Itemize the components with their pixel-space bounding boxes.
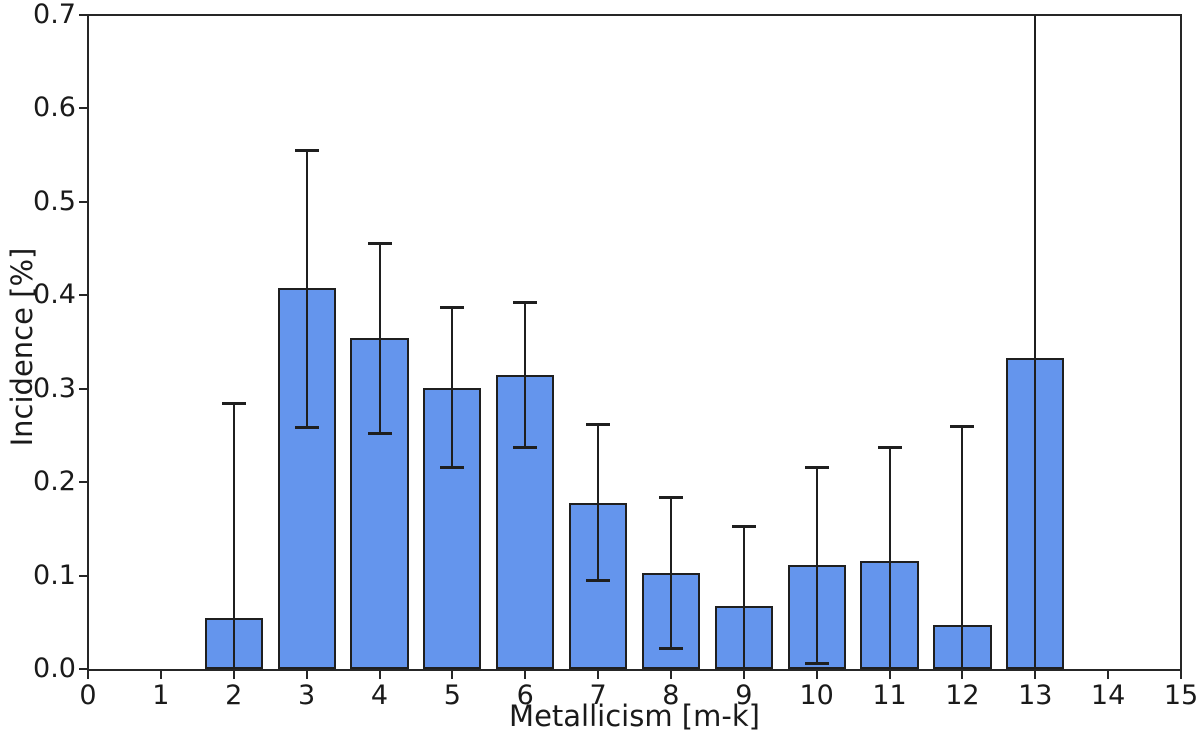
error-bar-line <box>961 426 964 669</box>
x-tick-label: 3 <box>298 680 316 711</box>
x-tick-mark <box>524 671 527 679</box>
error-bar-cap-bottom <box>513 445 538 449</box>
error-bar-line <box>378 243 381 433</box>
x-tick-label: 1 <box>152 680 170 711</box>
plot-area <box>87 14 1182 671</box>
error-bar-cap-bottom <box>658 647 683 651</box>
error-bar-line <box>742 526 745 669</box>
x-tick-mark <box>669 671 672 679</box>
y-tick-mark <box>79 294 87 297</box>
y-tick-mark <box>79 14 87 16</box>
error-bar-line <box>451 307 454 468</box>
error-bar-cap-top <box>440 306 465 310</box>
x-tick-mark <box>159 671 162 679</box>
error-bar-cap-top <box>586 423 611 427</box>
x-tick-mark <box>597 671 600 679</box>
error-bar-line <box>888 446 891 669</box>
x-tick-label: 4 <box>370 680 389 711</box>
error-bar-cap-bottom <box>440 466 465 470</box>
error-bar-line <box>669 497 672 649</box>
x-tick-label: 14 <box>1090 680 1126 711</box>
error-bar-line <box>597 424 600 581</box>
x-tick-mark <box>1034 671 1037 679</box>
error-bar-line <box>524 301 527 447</box>
y-tick-label: 0.6 <box>33 92 76 124</box>
y-axis-label: Incidence [%] <box>5 247 39 447</box>
x-tick-mark <box>232 671 235 679</box>
y-tick-label: 0.4 <box>33 279 76 311</box>
y-tick-label: 0.5 <box>33 185 76 217</box>
error-bar-cap-top <box>804 466 829 470</box>
error-bar-cap-top <box>877 445 902 449</box>
error-bar-line <box>815 467 818 664</box>
y-tick-mark <box>79 481 87 484</box>
bar <box>423 387 482 669</box>
y-tick-mark <box>79 387 87 390</box>
bar <box>350 338 409 669</box>
x-tick-label: 6 <box>516 680 534 711</box>
x-tick-label: 11 <box>872 680 907 711</box>
error-bar-line <box>305 149 308 427</box>
x-tick-mark <box>378 671 381 679</box>
x-tick-label: 0 <box>79 680 97 711</box>
x-tick-mark <box>888 671 891 679</box>
error-bar-cap-top <box>513 300 538 304</box>
x-tick-label: 7 <box>589 680 607 711</box>
x-tick-mark <box>451 671 454 679</box>
y-tick-label: 0.0 <box>33 653 76 684</box>
x-tick-label: 8 <box>662 680 680 711</box>
x-tick-mark <box>305 671 308 679</box>
error-bar-cap-top <box>221 401 246 405</box>
y-tick-label: 0.7 <box>33 0 76 30</box>
error-bar-cap-top <box>294 148 319 152</box>
y-tick-mark <box>79 574 87 577</box>
x-tick-mark <box>87 671 89 679</box>
x-tick-mark <box>961 671 964 679</box>
x-tick-mark <box>742 671 745 679</box>
y-tick-mark <box>79 107 87 110</box>
error-bar-cap-bottom <box>586 579 611 583</box>
x-tick-label: 5 <box>443 680 461 711</box>
error-bar-cap-top <box>367 242 392 245</box>
x-tick-label: 12 <box>945 680 980 711</box>
error-bar-cap-bottom <box>804 662 829 666</box>
x-tick-mark <box>1107 671 1110 679</box>
x-tick-label: 2 <box>225 680 243 711</box>
x-tick-mark <box>1180 671 1182 679</box>
y-tick-label: 0.1 <box>33 559 76 591</box>
x-axis-label: Metallicism [m-k] <box>509 699 760 733</box>
y-tick-mark <box>79 200 87 203</box>
x-tick-label: 13 <box>1018 680 1053 711</box>
error-bar-line <box>232 402 235 669</box>
error-bar-line <box>1034 15 1037 669</box>
y-tick-mark <box>79 668 87 670</box>
x-tick-label: 10 <box>799 680 834 711</box>
error-bar-cap-top <box>731 525 756 529</box>
error-bar-cap-top <box>658 496 683 500</box>
x-tick-label: 9 <box>735 680 753 711</box>
error-bar-cap-bottom <box>294 426 319 429</box>
error-bar-cap-bottom <box>367 431 392 435</box>
x-tick-label: 15 <box>1163 680 1199 711</box>
error-bar-cap-top <box>950 425 975 429</box>
y-tick-label: 0.3 <box>33 372 76 404</box>
y-tick-label: 0.2 <box>33 466 76 498</box>
x-tick-mark <box>815 671 818 679</box>
